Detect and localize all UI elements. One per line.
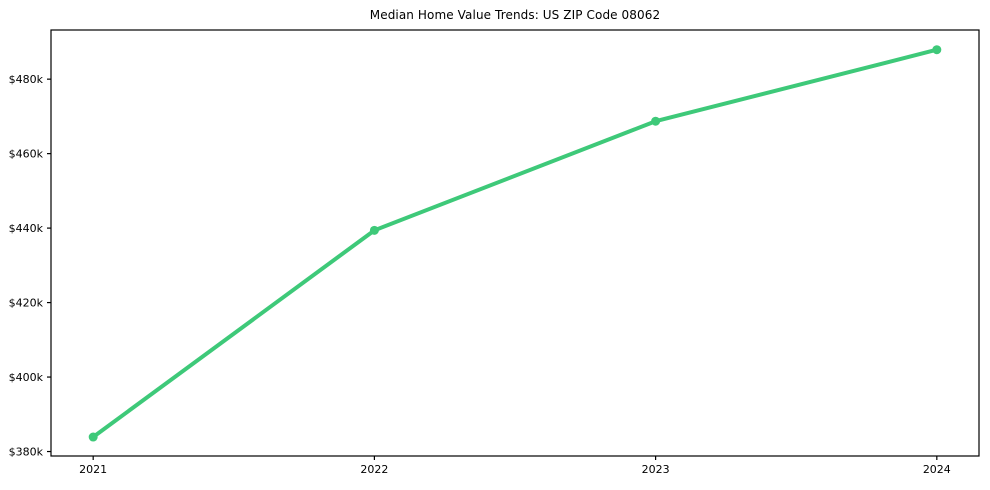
y-tick-label: $480k bbox=[9, 73, 44, 86]
data-point-marker bbox=[369, 225, 379, 235]
series-line bbox=[91, 47, 939, 440]
data-point-marker bbox=[651, 116, 661, 126]
y-tick-label: $460k bbox=[9, 147, 44, 160]
x-tick-label: 2022 bbox=[360, 463, 388, 476]
x-tick-label: 2023 bbox=[642, 463, 670, 476]
y-tick-label: $440k bbox=[9, 222, 44, 235]
plot-border bbox=[50, 29, 980, 457]
x-tick-label: 2021 bbox=[79, 463, 107, 476]
data-point-marker bbox=[932, 45, 942, 55]
y-tick-label: $400k bbox=[9, 371, 44, 384]
chart-title: Median Home Value Trends: US ZIP Code 08… bbox=[369, 8, 661, 22]
x-tick-label: 2024 bbox=[923, 463, 951, 476]
data-point-marker bbox=[88, 432, 98, 442]
y-tick-label: $420k bbox=[9, 296, 44, 309]
y-tick-label: $380k bbox=[9, 445, 44, 458]
